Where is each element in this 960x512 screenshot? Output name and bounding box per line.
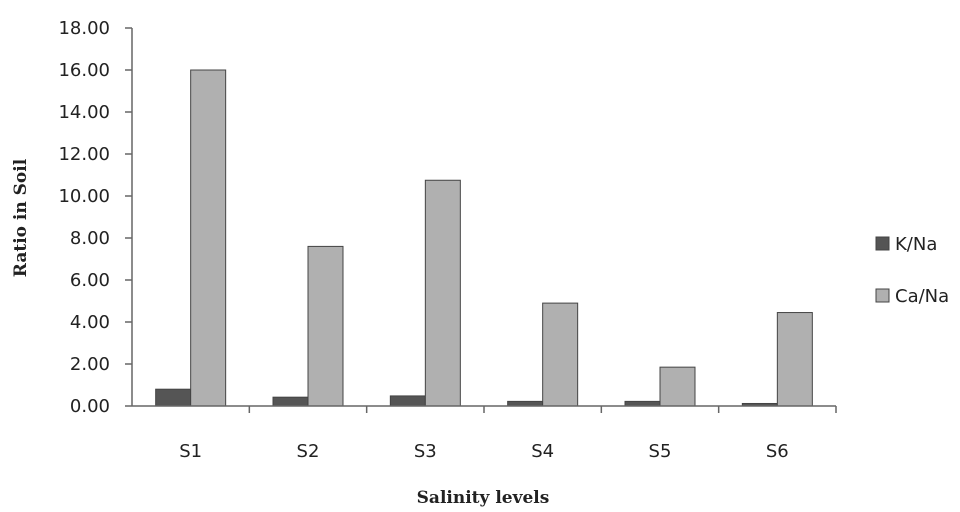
bar-k-na-s2 [272,396,309,407]
y-tick-label: 14.00 [58,102,110,123]
bar-ca-na-s1 [190,69,227,407]
bar-k-na-s3 [389,395,426,407]
bar-ca-na-s4 [542,302,579,407]
bar-ca-na-s5 [659,366,696,407]
y-tick-label: 16.00 [58,60,110,81]
y-axis-ticks: 0.00 2.00 4.00 6.00 8.00 10.00 12.00 14.00 16.00… [58,18,132,417]
x-category-label: S3 [414,441,437,462]
legend-label: K/Na [895,234,937,255]
y-tick-label: 4.00 [70,312,110,333]
y-tick-label: 18.00 [58,18,110,39]
bar-ca-na-s2 [307,245,344,407]
bar-ca-na-s6 [776,312,813,407]
y-tick-label: 8.00 [70,228,110,249]
y-tick-label: 2.00 [70,354,110,375]
legend-swatch [875,236,890,251]
y-tick-label: 6.00 [70,270,110,291]
legend-label: Ca/Na [895,286,949,307]
x-axis-title: Salinity levels [417,488,550,508]
bar-ca-na-s3 [424,179,461,407]
y-tick-label: 12.00 [58,144,110,165]
y-tick-label: 0.00 [70,396,110,417]
y-axis-title: Ratio in Soil [11,158,31,277]
legend-swatch [875,288,890,303]
x-category-label: S1 [179,441,202,462]
x-category-label: S4 [531,441,554,462]
bar-k-na-s1 [155,388,192,407]
x-category-label: S2 [297,441,320,462]
y-tick-label: 10.00 [58,186,110,207]
x-axis-labels: S1 S2 S3 S4 S5 S6 [179,406,837,462]
x-category-label: S5 [649,441,672,462]
legend: K/Na Ca/Na [875,234,949,307]
x-category-label: S6 [766,441,789,462]
bars [155,69,813,407]
